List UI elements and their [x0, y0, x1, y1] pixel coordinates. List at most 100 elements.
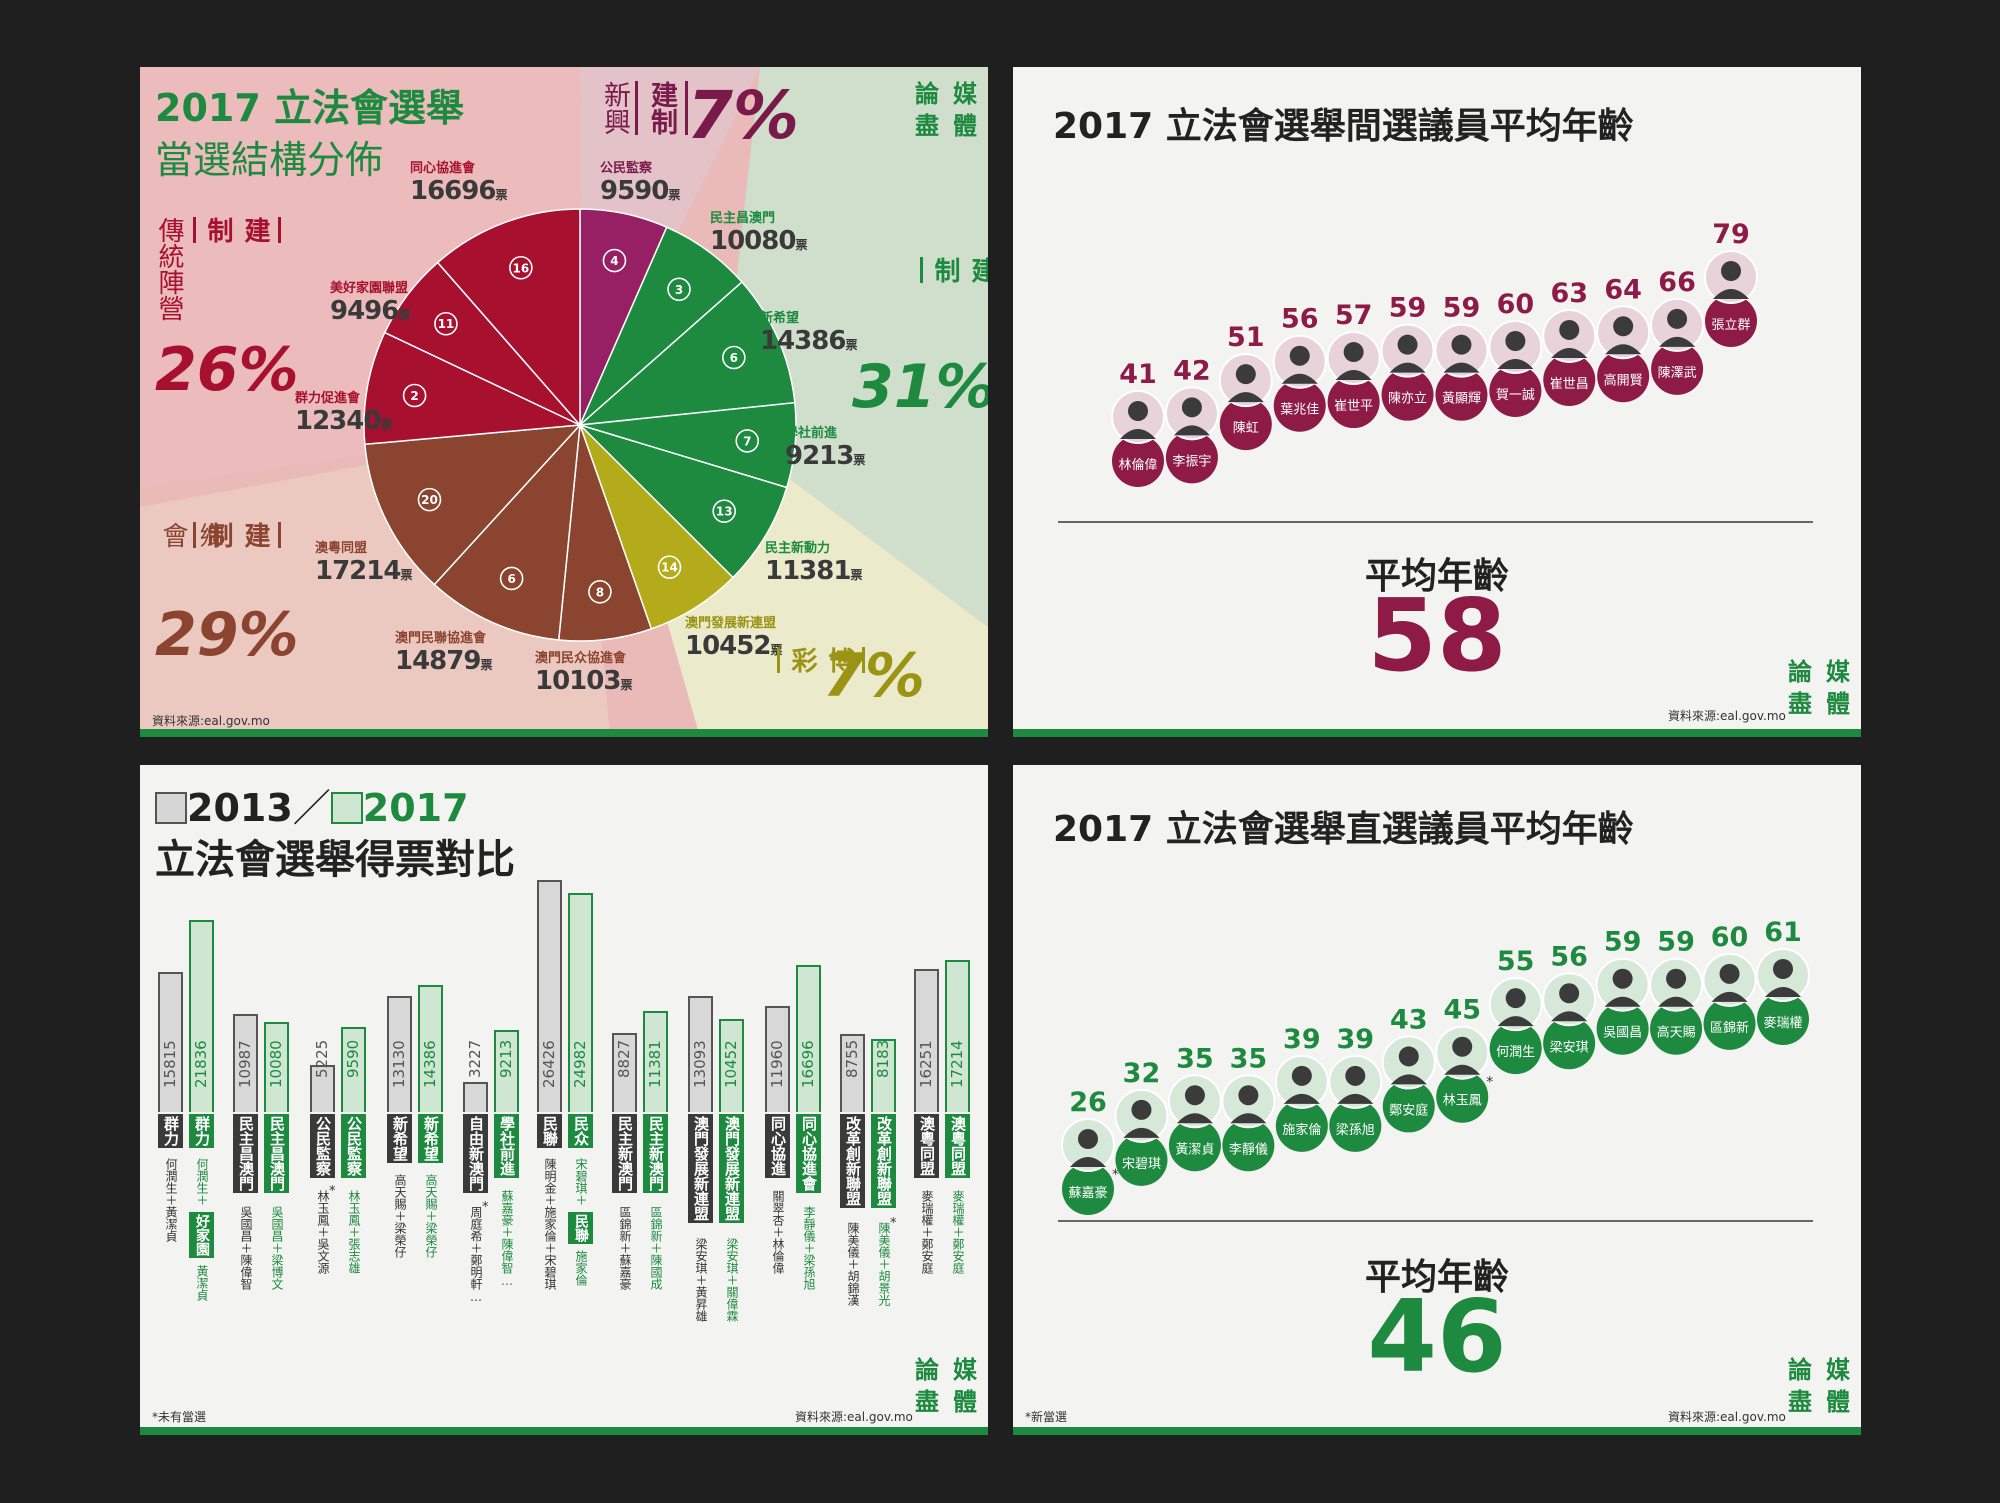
list-number-badge: 6 [722, 345, 746, 370]
candidate-names: 林玉鳳＋吳文源 [316, 1190, 330, 1274]
portrait-shoulders [1497, 359, 1534, 369]
member-marker: 麥瑞權 61 [1756, 917, 1810, 1045]
bar-value: 16251 [917, 1040, 935, 1088]
member-marker: 李振宇 42 [1164, 355, 1219, 484]
party-name: 民主新動力 [765, 541, 831, 556]
list-number-badge: 14 [657, 555, 682, 579]
member-marker: 宋碧琪 32 [1114, 1058, 1169, 1186]
logo-char: 體 [953, 1388, 977, 1416]
portrait-head [1078, 1129, 1098, 1149]
member-age: 61 [1764, 917, 1802, 948]
portrait-shoulders [1711, 991, 1748, 1002]
member-age: 39 [1283, 1024, 1321, 1055]
bar-2017 [418, 984, 443, 1112]
list-number: 6 [507, 572, 515, 586]
pie-chart: 4 3 6 7 13 14 8 6 20 2 11 16 [363, 208, 797, 642]
member-name: 吳國昌 [1603, 1026, 1642, 1041]
logo: 論媒 盡體 [915, 79, 977, 141]
member-name: 施家倫 [1282, 1122, 1321, 1138]
list-number-badge: 4 [602, 248, 627, 273]
legend-swatch-2017 [330, 792, 363, 824]
party-name: 民主昌澳門 [710, 211, 776, 226]
name-disc [1112, 435, 1164, 487]
portrait-shoulders [1227, 392, 1264, 403]
average-value: 46 [1367, 1278, 1507, 1395]
candidate-names: 區錦新＋陳國成 [649, 1206, 663, 1290]
direct-age-title: 2017 立法會選舉直選議員平均年齡 [1053, 800, 1634, 852]
portrait-shoulders [1551, 347, 1588, 358]
member-marker: 黃顯輝 59 [1434, 293, 1489, 421]
vote-number: 14879 [395, 646, 481, 676]
member-age: 66 [1658, 267, 1696, 298]
list-number: 14 [661, 561, 678, 575]
party-label: 澳粵同盟 [945, 1114, 970, 1178]
party-label: 民众 [568, 1114, 593, 1148]
portrait-head [1235, 364, 1256, 385]
bar-value: 3227 [466, 1040, 484, 1079]
vote-unit: 票 [668, 188, 680, 202]
votes-title-2: 立法會選舉得票對比 [155, 837, 515, 883]
member-age: 59 [1657, 927, 1695, 958]
name-disc [1275, 1099, 1328, 1152]
title-separator: ／ [292, 786, 331, 830]
list-number: 8 [596, 585, 604, 599]
member-marker: 陳虹 51 [1218, 322, 1273, 451]
member-name: 高開賢 [1604, 372, 1643, 388]
pie-panel: 4 3 6 7 13 14 8 6 20 2 11 16 2017 立法會選舉 當選結構分佈 公民監察… [140, 67, 988, 737]
pie-title-2: 當選結構分佈 [155, 138, 384, 182]
bar-2017 [494, 1029, 519, 1112]
member-age: 32 [1123, 1058, 1161, 1089]
member-marker: 黃潔貞 35 [1167, 1043, 1222, 1172]
bar-value: 8183 [874, 1040, 892, 1079]
member-name: 鄭安庭 [1389, 1102, 1428, 1118]
vote-count: 14879票 [395, 646, 492, 676]
title-text: 2017 立法會選舉直選議員平均年齡 [1053, 809, 1634, 850]
member-marker: 林倫偉 41 [1111, 359, 1165, 487]
member-marker: 鄭安庭 43 [1381, 1004, 1436, 1133]
member-age: 79 [1712, 219, 1750, 250]
member-name: 葉兆佳 [1280, 403, 1319, 418]
list-number-badge: 13 [712, 499, 737, 523]
member-age: 59 [1389, 293, 1427, 324]
age-chart-indirect: 林倫偉41李振宇42陳虹51葉兆佳56崔世平57陳亦立59黃顯輝59賀一誠60崔… [1111, 219, 1758, 487]
name-disc [1543, 1017, 1596, 1070]
candidate-names: 吳國昌＋梁博文 [270, 1206, 284, 1290]
bar-2017 [643, 1010, 668, 1112]
logo-char: 盡 [1788, 690, 1812, 718]
group-tag: 建制 [193, 522, 281, 548]
vote-number: 10080 [710, 226, 796, 256]
member-marker: 蘇嘉豪 26 * [1061, 1087, 1119, 1215]
portrait-shoulders [1659, 336, 1696, 347]
name-disc [1543, 353, 1596, 406]
member-marker: 林玉鳳 45 * [1435, 995, 1493, 1123]
list-number-badge: 16 [509, 255, 533, 280]
portrait-head [1128, 401, 1148, 421]
name-disc [1435, 368, 1488, 421]
name-disc [1703, 997, 1756, 1050]
party-label: 新希望 [387, 1114, 412, 1163]
bar-2017 [719, 1019, 744, 1112]
vote-number: 9496 [330, 296, 399, 326]
bar-2013 [612, 1033, 637, 1112]
portrait-head [1345, 1065, 1366, 1086]
list-number-badge: 6 [499, 566, 524, 591]
candidate-names: 蘇嘉豪＋陳偉智… [500, 1190, 514, 1288]
name-disc [1489, 365, 1542, 417]
pie-label: 民主昌澳門 10080票 [710, 207, 807, 256]
bar-value: 11960 [768, 1040, 786, 1088]
bar-2013 [310, 1064, 335, 1112]
member-marker: 高天賜 59 [1649, 927, 1704, 1055]
source-text: 資料來源:eal.gov.mo [795, 1410, 913, 1424]
footnote: *新當選 [1025, 1410, 1068, 1424]
party-label: 民聯 [537, 1114, 562, 1148]
bar-value: 5225 [313, 1040, 331, 1079]
bar-value: 13093 [691, 1040, 709, 1088]
candidate-names: 李靜儀＋梁孫旭 [802, 1206, 816, 1290]
bar-2013 [914, 968, 939, 1112]
member-marker: 葉兆佳 56 [1272, 304, 1327, 432]
indirect-age-panel: 2017 立法會選舉間選議員平均年齡 林倫偉 41 李振宇 42 陳虹 51 葉兆佳 56 崔世… [1013, 67, 1861, 737]
age-chart-direct: 蘇嘉豪26*宋碧琪32黃潔貞35李靜儀35施家倫39梁孫旭39鄭安庭43林玉鳳4… [1061, 917, 1810, 1215]
candidate-names: 麥瑞權＋鄭安庭 [951, 1190, 965, 1274]
name-disc [1382, 1080, 1435, 1133]
member-name: 梁孫旭 [1336, 1123, 1375, 1138]
